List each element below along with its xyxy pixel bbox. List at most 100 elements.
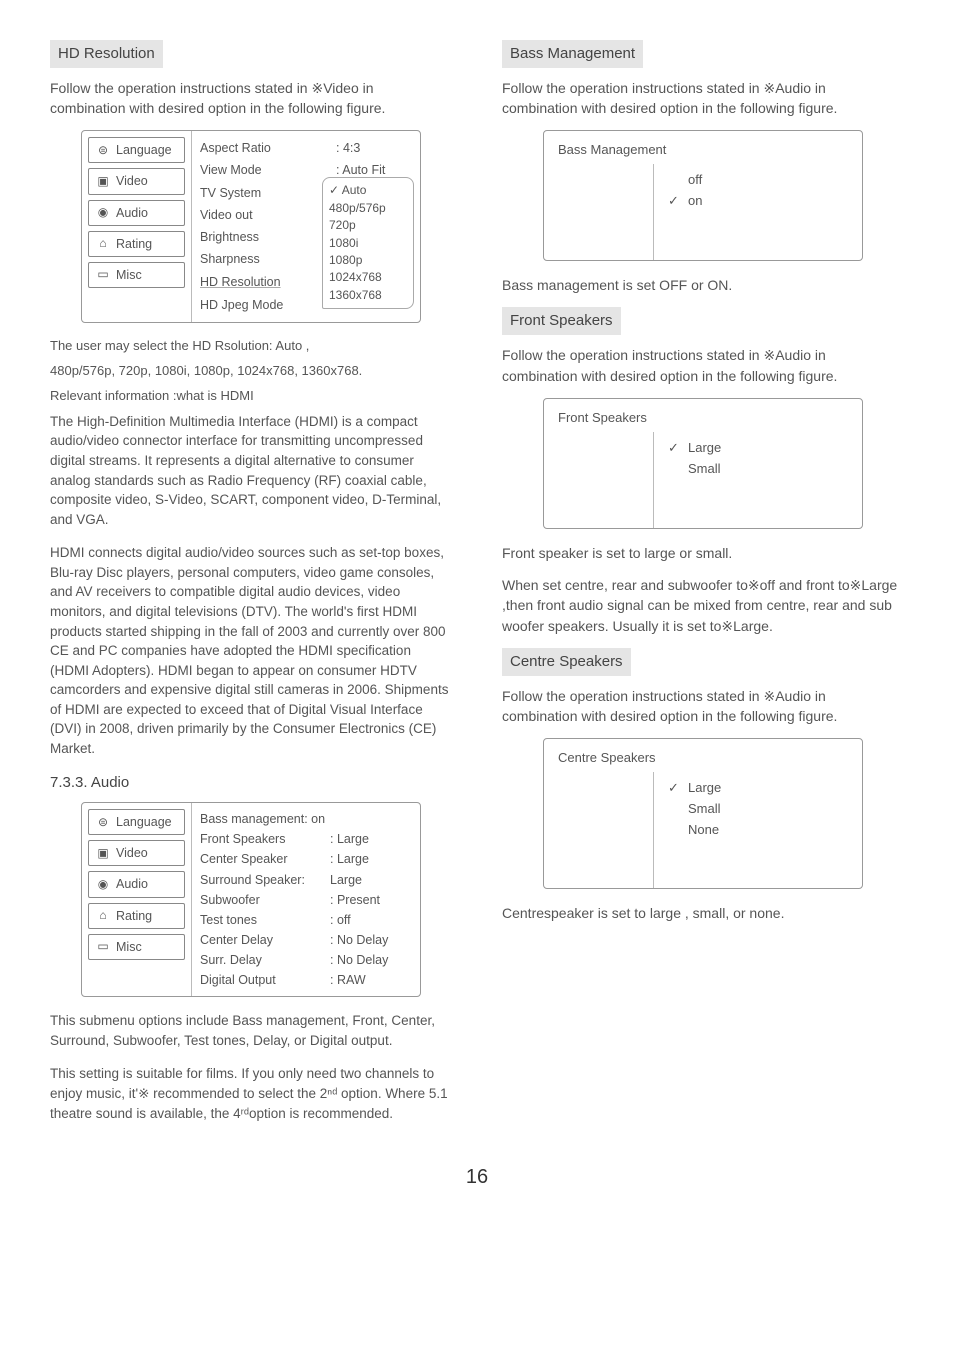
audio-p2: This setting is suitable for films. If y…: [50, 1064, 452, 1123]
setting-key: Test tones: [200, 911, 330, 929]
audio-menu-box: ⊜ Language ▣ Video ◉ Audio ⌂ Rating ▭ Misc Ba…: [81, 802, 421, 997]
hd-note3: Relevant information :what is HDMI: [50, 387, 452, 406]
option-none[interactable]: None: [668, 820, 848, 841]
option-label: Small: [688, 800, 721, 819]
hd-resolution-title: HD Resolution: [50, 40, 163, 68]
option-label: on: [688, 192, 702, 211]
hd-body1: The High-Definition Multimedia Interface…: [50, 412, 452, 529]
option-label: Small: [688, 460, 721, 479]
audio-icon: ◉: [95, 876, 111, 893]
tab-audio[interactable]: ◉ Audio: [88, 200, 185, 226]
option-label: None: [688, 821, 719, 840]
setting-key: Front Speakers: [200, 830, 330, 848]
centre-foot: Centrespeaker is set to large , small, o…: [502, 903, 904, 923]
setting-key: Aspect Ratio: [200, 139, 336, 157]
box-title: Centre Speakers: [544, 739, 862, 772]
tab-misc[interactable]: ▭ Misc: [88, 934, 185, 960]
setting-key: Digital Output: [200, 971, 330, 989]
bass-box: Bass Management off ✓ on: [543, 130, 863, 261]
option-large[interactable]: ✓ Large: [668, 438, 848, 459]
popup-option[interactable]: 480p/576p: [329, 200, 407, 217]
audio-heading: 7.3.3. Audio: [50, 772, 452, 794]
option-label: Large: [688, 439, 721, 458]
tab-label: Rating: [116, 907, 152, 925]
setting-val: : Present: [330, 891, 380, 909]
tab-label: Misc: [116, 266, 142, 284]
rating-icon: ⌂: [95, 235, 111, 252]
hd-note1: The user may select the HD Rsolution: Au…: [50, 337, 452, 356]
popup-option[interactable]: 720p: [329, 217, 407, 234]
setting-val: : Large: [330, 830, 369, 848]
language-icon: ⊜: [95, 814, 111, 831]
front-foot: Front speaker is set to large or small.: [502, 543, 904, 563]
option-label: Large: [688, 779, 721, 798]
option-on[interactable]: ✓ on: [668, 191, 848, 212]
tab-language[interactable]: ⊜ Language: [88, 809, 185, 835]
setting-val: : off: [330, 911, 351, 929]
box-title: Bass Management: [544, 131, 862, 164]
front-box: Front Speakers ✓Large Small: [543, 398, 863, 529]
setting-key: Bass management: on: [200, 810, 330, 828]
setting-key: Center Speaker: [200, 850, 330, 868]
front-title: Front Speakers: [502, 307, 621, 335]
hd-note2: 480p/576p, 720p, 1080i, 1080p, 1024x768,…: [50, 362, 452, 381]
video-icon: ▣: [95, 173, 111, 190]
option-off[interactable]: off: [668, 170, 848, 191]
tab-video[interactable]: ▣ Video: [88, 840, 185, 866]
audio-settings: Bass management: on Front Speakers: Larg…: [191, 803, 420, 996]
tab-video[interactable]: ▣ Video: [88, 168, 185, 194]
tab-rating[interactable]: ⌂ Rating: [88, 903, 185, 929]
audio-icon: ◉: [95, 204, 111, 221]
centre-box: Centre Speakers ✓ Large Small None: [543, 738, 863, 889]
menu-tabs: ⊜ Language ▣ Video ◉ Audio ⌂Rating ▭ Misc: [82, 131, 191, 322]
misc-icon: ▭: [95, 266, 111, 283]
setting-key: Surr. Delay: [200, 951, 330, 969]
tab-label: Video: [116, 844, 148, 862]
tab-label: Video: [116, 172, 148, 190]
setting-val: : RAW: [330, 971, 366, 989]
setting-key: Surround Speaker:: [200, 871, 330, 889]
tab-rating[interactable]: ⌂Rating: [88, 231, 185, 257]
bass-intro: Follow the operation instructions stated…: [502, 78, 904, 119]
tab-label: Language: [116, 813, 172, 831]
check-icon: ✓: [668, 779, 682, 798]
menu-tabs: ⊜ Language ▣ Video ◉ Audio ⌂ Rating ▭ Misc: [82, 803, 191, 996]
front-intro: Follow the operation instructions stated…: [502, 345, 904, 386]
hd-intro: Follow the operation instructions stated…: [50, 78, 452, 119]
misc-icon: ▭: [95, 938, 111, 955]
popup-option[interactable]: ✓ Auto: [329, 182, 407, 199]
popup-option[interactable]: 1080i: [329, 235, 407, 252]
popup-option[interactable]: 1080p: [329, 252, 407, 269]
menu-settings: Aspect Ratio: 4:3 View Mode: Auto Fit TV…: [191, 131, 420, 322]
front-p2: When set centre, rear and subwoofer to※o…: [502, 575, 904, 636]
tab-label: Language: [116, 141, 172, 159]
option-small[interactable]: Small: [668, 459, 848, 480]
hd-body2: HDMI connects digital audio/video source…: [50, 543, 452, 758]
setting-key: Center Delay: [200, 931, 330, 949]
bass-title: Bass Management: [502, 40, 643, 68]
popup-option[interactable]: 1024x768: [329, 269, 407, 286]
tab-misc[interactable]: ▭ Misc: [88, 262, 185, 288]
tab-language[interactable]: ⊜ Language: [88, 137, 185, 163]
rating-icon: ⌂: [95, 907, 111, 924]
video-icon: ▣: [95, 845, 111, 862]
tab-audio[interactable]: ◉ Audio: [88, 871, 185, 897]
check-icon: ✓: [668, 192, 682, 211]
popup-option[interactable]: 1360x768: [329, 287, 407, 304]
setting-val: : 4:3: [336, 139, 412, 157]
setting-val: : No Delay: [330, 951, 388, 969]
tab-label: Audio: [116, 875, 148, 893]
hd-resolution-popup: ✓ Auto 480p/576p 720p 1080i 1080p 1024x7…: [322, 177, 414, 309]
setting-val: : Large: [330, 850, 369, 868]
setting-val: Large: [330, 871, 362, 889]
language-icon: ⊜: [95, 142, 111, 159]
option-large[interactable]: ✓ Large: [668, 778, 848, 799]
tab-label: Misc: [116, 938, 142, 956]
hd-menu-box: ⊜ Language ▣ Video ◉ Audio ⌂Rating ▭ Misc As…: [81, 130, 421, 323]
page-number: 16: [50, 1163, 904, 1192]
centre-title: Centre Speakers: [502, 648, 631, 676]
check-icon: ✓: [668, 439, 682, 458]
option-small[interactable]: Small: [668, 799, 848, 820]
setting-val: : No Delay: [330, 931, 388, 949]
tab-label: Audio: [116, 204, 148, 222]
